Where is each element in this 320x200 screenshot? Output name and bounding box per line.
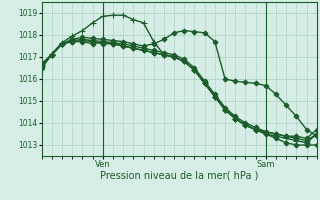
X-axis label: Pression niveau de la mer( hPa ): Pression niveau de la mer( hPa )	[100, 171, 258, 181]
